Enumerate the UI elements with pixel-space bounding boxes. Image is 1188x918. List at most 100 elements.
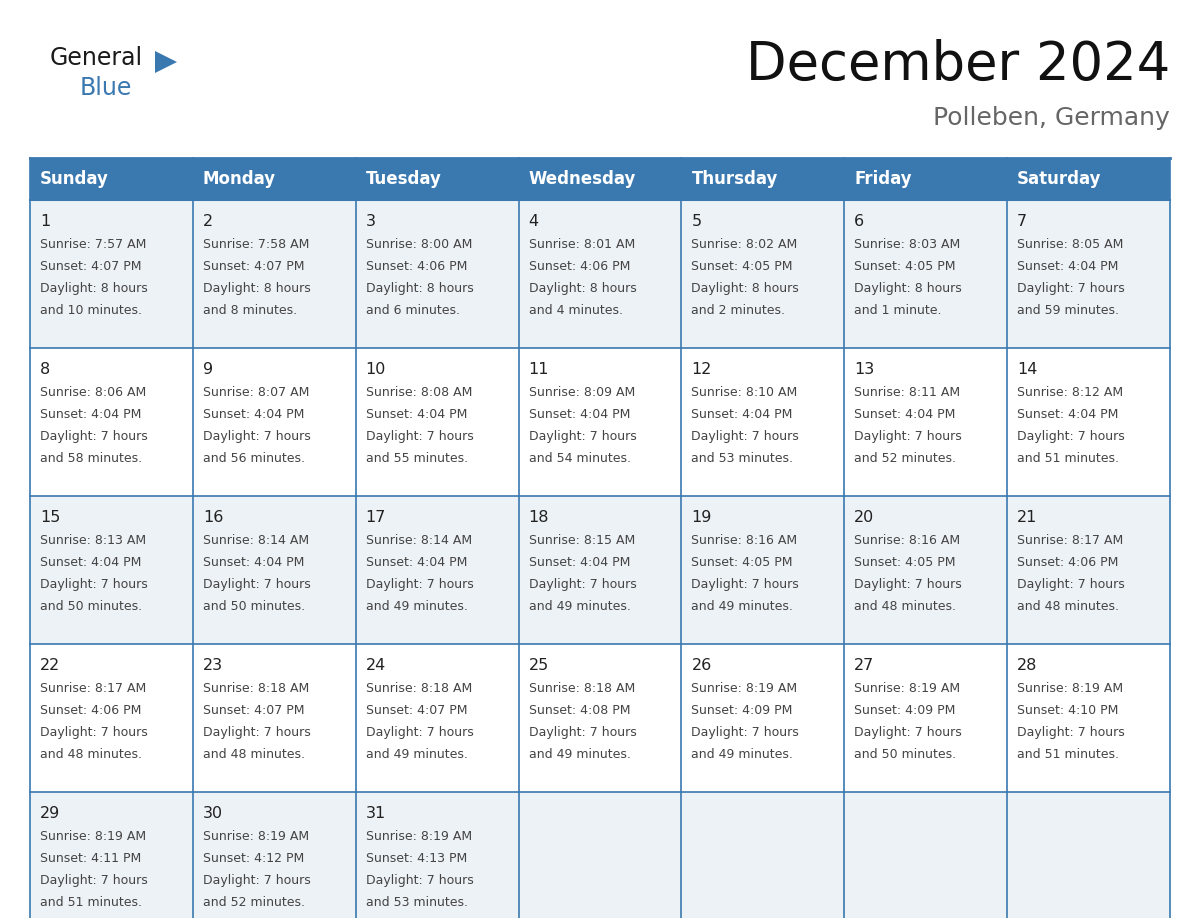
Text: 3: 3 (366, 214, 375, 229)
Bar (30, 792, 1170, 918)
Text: and 51 minutes.: and 51 minutes. (1017, 748, 1119, 761)
Text: 20: 20 (854, 510, 874, 525)
Text: Sunrise: 8:00 AM: Sunrise: 8:00 AM (366, 238, 472, 251)
Text: Blue: Blue (80, 76, 132, 100)
Text: Sunrise: 8:05 AM: Sunrise: 8:05 AM (1017, 238, 1124, 251)
Text: and 53 minutes.: and 53 minutes. (366, 896, 468, 909)
Text: Sunset: 4:07 PM: Sunset: 4:07 PM (40, 260, 141, 273)
Text: Daylight: 8 hours: Daylight: 8 hours (40, 282, 147, 295)
Text: Daylight: 7 hours: Daylight: 7 hours (203, 726, 310, 739)
Text: Sunset: 4:12 PM: Sunset: 4:12 PM (203, 852, 304, 865)
Text: 30: 30 (203, 806, 223, 821)
Text: Daylight: 7 hours: Daylight: 7 hours (366, 430, 474, 443)
Text: Sunrise: 8:16 AM: Sunrise: 8:16 AM (854, 534, 960, 547)
Polygon shape (154, 51, 177, 73)
Text: and 51 minutes.: and 51 minutes. (1017, 452, 1119, 465)
Text: Sunset: 4:04 PM: Sunset: 4:04 PM (366, 408, 467, 421)
Text: 9: 9 (203, 362, 213, 377)
Text: Daylight: 7 hours: Daylight: 7 hours (40, 726, 147, 739)
Text: Sunrise: 7:58 AM: Sunrise: 7:58 AM (203, 238, 309, 251)
Text: Sunrise: 8:11 AM: Sunrise: 8:11 AM (854, 386, 960, 399)
Text: Tuesday: Tuesday (366, 170, 442, 188)
Text: and 4 minutes.: and 4 minutes. (529, 304, 623, 317)
Text: 14: 14 (1017, 362, 1037, 377)
Text: 16: 16 (203, 510, 223, 525)
Text: Sunset: 4:04 PM: Sunset: 4:04 PM (1017, 408, 1119, 421)
Text: Daylight: 7 hours: Daylight: 7 hours (203, 578, 310, 591)
Text: Daylight: 7 hours: Daylight: 7 hours (691, 726, 800, 739)
Text: Sunset: 4:04 PM: Sunset: 4:04 PM (1017, 260, 1119, 273)
Text: Sunset: 4:13 PM: Sunset: 4:13 PM (366, 852, 467, 865)
Text: Daylight: 7 hours: Daylight: 7 hours (529, 726, 637, 739)
Text: Sunset: 4:04 PM: Sunset: 4:04 PM (529, 556, 630, 569)
Text: Sunrise: 8:03 AM: Sunrise: 8:03 AM (854, 238, 961, 251)
Bar (30, 348, 1170, 496)
Text: Sunset: 4:06 PM: Sunset: 4:06 PM (1017, 556, 1119, 569)
Text: and 59 minutes.: and 59 minutes. (1017, 304, 1119, 317)
Bar (30, 644, 1170, 792)
Text: Sunset: 4:04 PM: Sunset: 4:04 PM (203, 556, 304, 569)
Text: and 49 minutes.: and 49 minutes. (691, 748, 794, 761)
Text: and 49 minutes.: and 49 minutes. (529, 600, 631, 613)
Text: Sunset: 4:06 PM: Sunset: 4:06 PM (529, 260, 630, 273)
Text: 18: 18 (529, 510, 549, 525)
Text: Sunrise: 8:09 AM: Sunrise: 8:09 AM (529, 386, 634, 399)
Text: General: General (50, 46, 143, 70)
Text: and 56 minutes.: and 56 minutes. (203, 452, 305, 465)
Text: and 50 minutes.: and 50 minutes. (854, 748, 956, 761)
Text: Sunset: 4:08 PM: Sunset: 4:08 PM (529, 704, 630, 717)
Text: Sunrise: 8:06 AM: Sunrise: 8:06 AM (40, 386, 146, 399)
Text: Daylight: 7 hours: Daylight: 7 hours (854, 726, 962, 739)
Text: and 50 minutes.: and 50 minutes. (203, 600, 305, 613)
Text: and 53 minutes.: and 53 minutes. (691, 452, 794, 465)
Text: 5: 5 (691, 214, 702, 229)
Text: Daylight: 7 hours: Daylight: 7 hours (529, 430, 637, 443)
Text: Daylight: 7 hours: Daylight: 7 hours (40, 578, 147, 591)
Text: and 48 minutes.: and 48 minutes. (40, 748, 143, 761)
Text: Sunrise: 8:02 AM: Sunrise: 8:02 AM (691, 238, 797, 251)
Text: Sunset: 4:06 PM: Sunset: 4:06 PM (40, 704, 141, 717)
Text: 4: 4 (529, 214, 538, 229)
Text: Daylight: 7 hours: Daylight: 7 hours (40, 430, 147, 443)
Text: and 48 minutes.: and 48 minutes. (203, 748, 305, 761)
Text: Sunset: 4:06 PM: Sunset: 4:06 PM (366, 260, 467, 273)
Text: 15: 15 (40, 510, 61, 525)
Text: Sunset: 4:10 PM: Sunset: 4:10 PM (1017, 704, 1119, 717)
Text: and 55 minutes.: and 55 minutes. (366, 452, 468, 465)
Text: Daylight: 7 hours: Daylight: 7 hours (40, 874, 147, 887)
Text: and 52 minutes.: and 52 minutes. (854, 452, 956, 465)
Text: Sunset: 4:04 PM: Sunset: 4:04 PM (40, 556, 141, 569)
Text: Sunset: 4:07 PM: Sunset: 4:07 PM (203, 260, 304, 273)
Text: Daylight: 7 hours: Daylight: 7 hours (366, 578, 474, 591)
Text: 12: 12 (691, 362, 712, 377)
Text: Sunset: 4:05 PM: Sunset: 4:05 PM (854, 556, 956, 569)
Text: Wednesday: Wednesday (529, 170, 636, 188)
Text: Sunset: 4:05 PM: Sunset: 4:05 PM (854, 260, 956, 273)
Text: Sunrise: 8:17 AM: Sunrise: 8:17 AM (1017, 534, 1124, 547)
Text: Daylight: 7 hours: Daylight: 7 hours (1017, 578, 1125, 591)
Text: Daylight: 7 hours: Daylight: 7 hours (366, 726, 474, 739)
Text: 26: 26 (691, 658, 712, 673)
Text: 29: 29 (40, 806, 61, 821)
Text: Daylight: 8 hours: Daylight: 8 hours (854, 282, 962, 295)
Text: Daylight: 7 hours: Daylight: 7 hours (1017, 282, 1125, 295)
Text: Daylight: 7 hours: Daylight: 7 hours (1017, 726, 1125, 739)
Text: Sunset: 4:04 PM: Sunset: 4:04 PM (40, 408, 141, 421)
Text: Sunrise: 8:18 AM: Sunrise: 8:18 AM (529, 682, 634, 695)
Text: Sunset: 4:04 PM: Sunset: 4:04 PM (854, 408, 955, 421)
Text: Daylight: 7 hours: Daylight: 7 hours (203, 874, 310, 887)
Text: Sunrise: 8:15 AM: Sunrise: 8:15 AM (529, 534, 634, 547)
Text: Daylight: 7 hours: Daylight: 7 hours (691, 430, 800, 443)
Text: Sunrise: 8:17 AM: Sunrise: 8:17 AM (40, 682, 146, 695)
Text: Daylight: 8 hours: Daylight: 8 hours (203, 282, 310, 295)
Text: and 51 minutes.: and 51 minutes. (40, 896, 143, 909)
Text: Sunrise: 8:19 AM: Sunrise: 8:19 AM (691, 682, 797, 695)
Text: Friday: Friday (854, 170, 912, 188)
Text: 28: 28 (1017, 658, 1037, 673)
Text: Sunset: 4:09 PM: Sunset: 4:09 PM (691, 704, 792, 717)
Text: Daylight: 8 hours: Daylight: 8 hours (529, 282, 637, 295)
Text: Sunrise: 8:18 AM: Sunrise: 8:18 AM (366, 682, 472, 695)
Text: Sunday: Sunday (40, 170, 109, 188)
Text: Sunset: 4:04 PM: Sunset: 4:04 PM (691, 408, 792, 421)
Text: December 2024: December 2024 (746, 39, 1170, 91)
